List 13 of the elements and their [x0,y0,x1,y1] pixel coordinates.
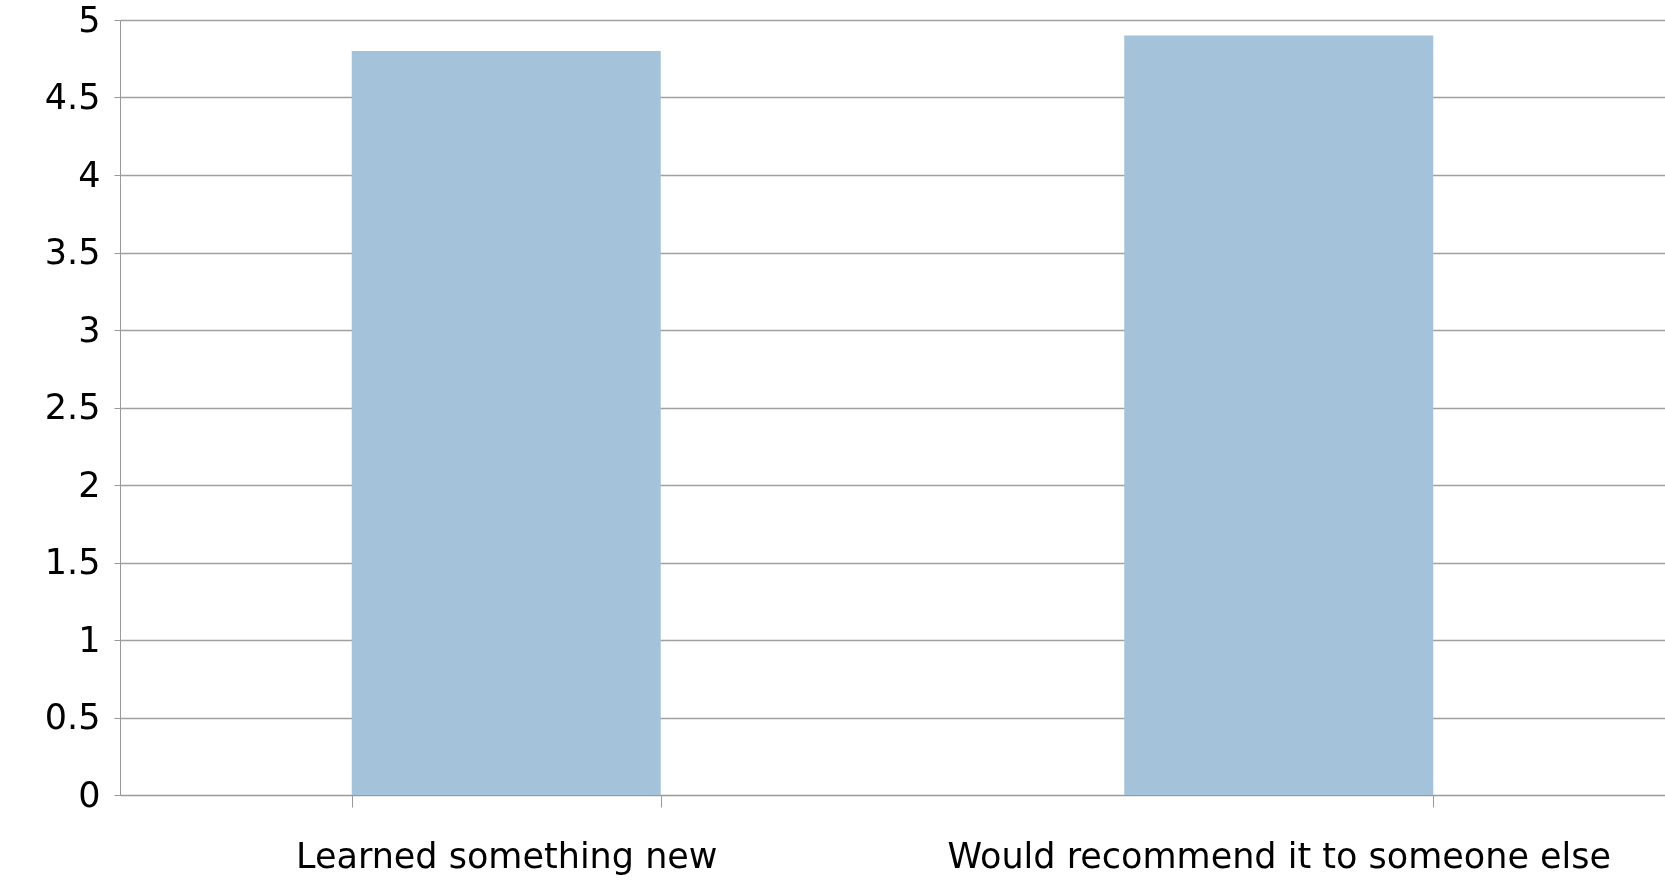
y-tick-label: 2 [78,464,101,505]
y-tick-label: 3.5 [44,232,101,272]
y-tick-label: 2.5 [44,387,101,427]
x-tick-label: Learned something new [296,835,718,876]
y-tick-label: 0.5 [44,697,101,737]
y-tick-label: 1 [78,619,101,660]
x-tick-label: Would recommend it to someone else [947,835,1612,876]
y-tick-label: 4 [78,154,101,195]
y-tick-label: 0 [78,774,101,815]
y-tick-label: 3 [78,309,101,350]
y-tick-label: 5 [78,0,101,40]
y-tick-label: 1.5 [44,542,101,582]
y-tick-label: 4.5 [44,77,101,117]
